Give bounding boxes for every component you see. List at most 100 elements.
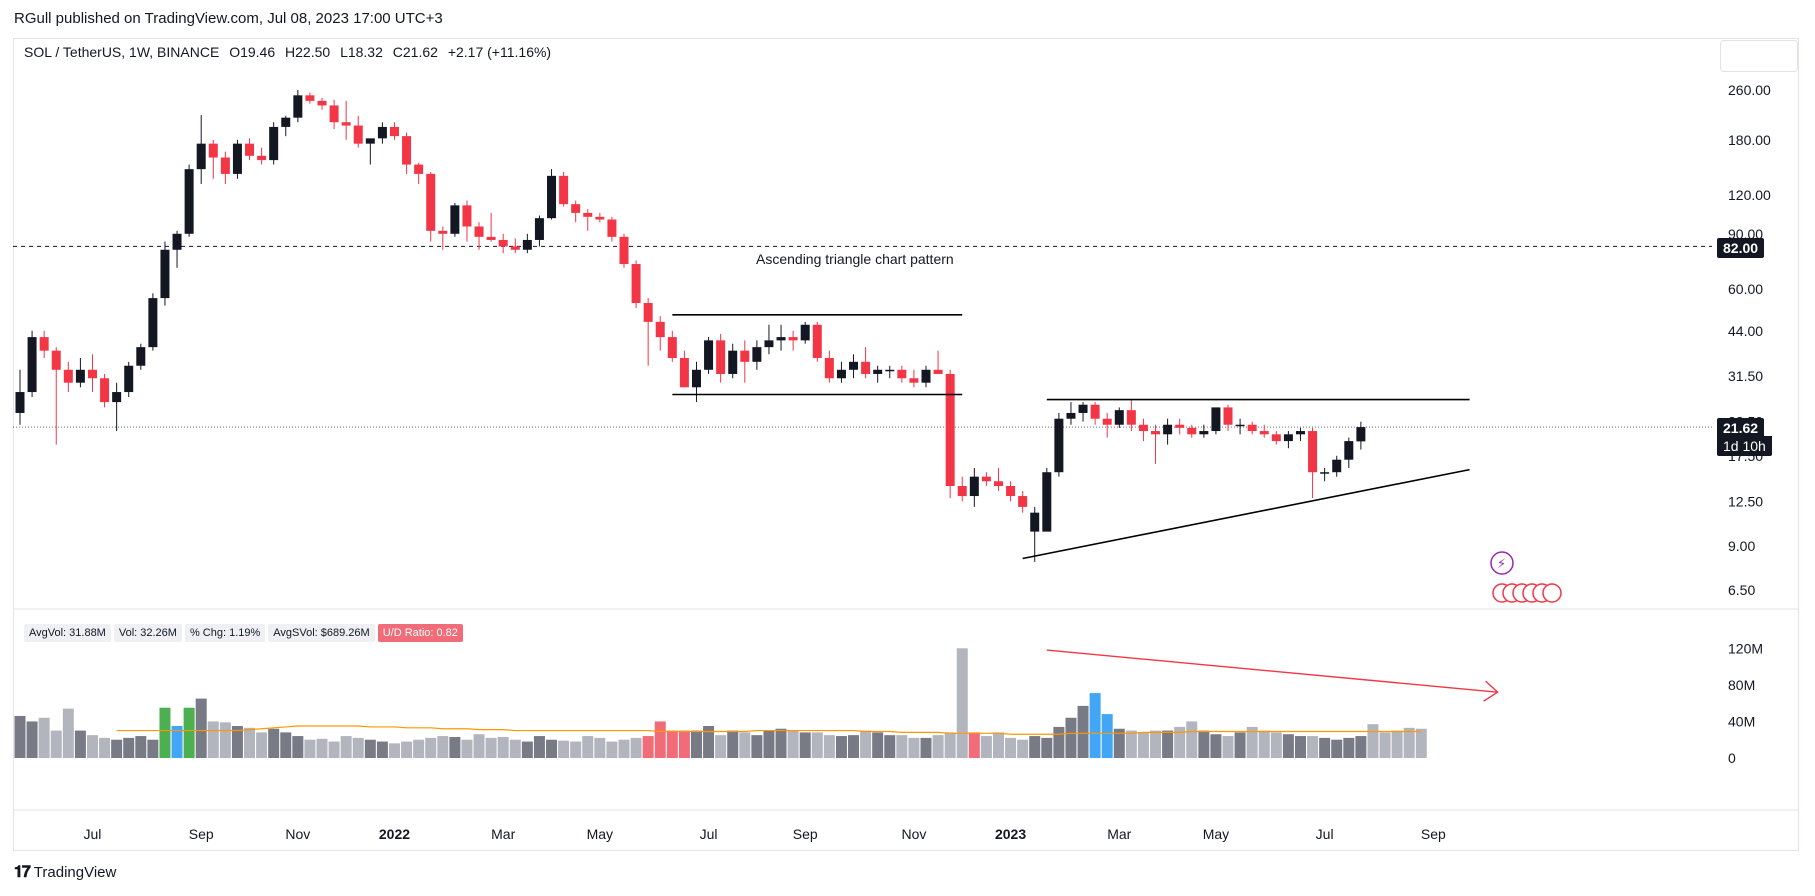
volume-bar (26, 721, 38, 758)
volume-bar (1150, 730, 1162, 758)
volume-bar (799, 732, 811, 758)
candle-body (728, 350, 738, 374)
candle-body (136, 347, 146, 366)
volume-bar (1137, 732, 1149, 758)
candle-body (643, 303, 653, 322)
volume-bar (74, 730, 86, 758)
candle-body (873, 369, 883, 374)
chart-control-box[interactable] (1720, 40, 1798, 72)
candle-body (704, 340, 714, 370)
candle-body (776, 337, 786, 341)
candle-body (945, 373, 955, 487)
candles-layer (15, 90, 1366, 562)
volume-ma-line (116, 725, 1422, 735)
volume-bar (86, 735, 98, 758)
candle-body (981, 476, 991, 482)
volume-bar (727, 730, 739, 758)
symbol-name[interactable]: SOL / TetherUS, 1W, BINANCE (24, 44, 220, 60)
volume-tick-label: 120M (1728, 640, 1763, 656)
candle-body (438, 230, 448, 234)
candle-body (1090, 404, 1100, 419)
volume-bar (280, 732, 292, 758)
volume-bar (1331, 739, 1343, 758)
volume-bar (244, 727, 256, 758)
time-tick-label: Sep (1421, 826, 1446, 842)
candle-body (112, 392, 122, 403)
volume-bar (594, 737, 606, 758)
volume-bar (473, 734, 485, 758)
volume-bar (461, 739, 473, 758)
volume-bar (1089, 693, 1101, 758)
candle-body (39, 337, 49, 351)
volume-bar (666, 730, 678, 758)
volume-bar (606, 741, 618, 758)
time-tick-label: 2022 (379, 826, 410, 842)
candle-body (1151, 431, 1161, 435)
candle-body (571, 204, 581, 213)
time-tick-label: Jul (84, 826, 102, 842)
price-tick-label: 44.00 (1728, 323, 1763, 339)
time-tick-label: May (1203, 826, 1229, 842)
candle-body (353, 125, 363, 144)
volume-bar (231, 726, 243, 758)
grid-layer (13, 608, 1799, 811)
volume-bar (437, 736, 449, 758)
chart-frame[interactable] (13, 38, 1799, 851)
lightning-glyph-icon: ⚡ (1497, 556, 1506, 571)
drawings-layer: Ascending triangle chart pattern ⚡ (672, 251, 1562, 702)
volume-bar (1367, 724, 1379, 758)
volume-bar (316, 738, 328, 758)
ud-ratio-stat: U/D Ratio: 0.82 (377, 624, 463, 642)
legend-low: L18.32 (340, 44, 383, 60)
volume-bar (956, 648, 968, 758)
candle-body (377, 126, 387, 139)
volume-bar (99, 737, 111, 758)
volume-bar (823, 735, 835, 758)
time-tick-label: Sep (189, 826, 214, 842)
candle-body (631, 264, 641, 304)
volume-bar (521, 741, 533, 758)
candle-body (764, 340, 774, 348)
candle-body (124, 365, 134, 393)
volume-bar (1005, 737, 1017, 758)
volume-bar (775, 728, 787, 758)
volume-bar (1258, 730, 1270, 758)
volume-bar (219, 722, 231, 758)
volume-bar (14, 715, 26, 758)
volume-trend-arrow (1046, 649, 1498, 693)
volume-bar (1017, 739, 1029, 758)
candle-body (462, 205, 472, 227)
level-price-badge: 82.00 (1717, 238, 1765, 258)
volume-bar (1415, 728, 1427, 758)
candle-body (414, 164, 424, 174)
candle-body (486, 236, 496, 240)
volume-bar (388, 743, 400, 758)
candle-body (1211, 407, 1221, 432)
volume-bar (1294, 736, 1306, 758)
volume-bar (207, 721, 219, 758)
brand-name: TradingView (33, 864, 117, 881)
volume-bar (1270, 732, 1282, 758)
tradingview-brand[interactable]: 𝟏𝟕 TradingView (14, 864, 116, 882)
volume-bar (449, 736, 461, 758)
volume-bar (1391, 730, 1403, 758)
pct-chg-stat: % Chg: 1.19% (184, 624, 266, 642)
candle-body (800, 324, 810, 341)
candle-body (861, 361, 871, 374)
candle-body (1283, 434, 1293, 442)
candle-body (63, 369, 73, 383)
volume-bar (872, 732, 884, 758)
volume-bar (992, 732, 1004, 758)
candle-body (281, 117, 291, 127)
candle-body (969, 476, 979, 497)
candle-body (269, 126, 279, 161)
volume-bar (171, 726, 183, 758)
volume-bar (1282, 734, 1294, 758)
volume-bar (920, 737, 932, 758)
candle-body (921, 369, 931, 383)
candle-body (1175, 424, 1185, 428)
candle-body (691, 369, 701, 388)
volume-bar (678, 730, 690, 758)
volume-bar (1065, 717, 1077, 758)
